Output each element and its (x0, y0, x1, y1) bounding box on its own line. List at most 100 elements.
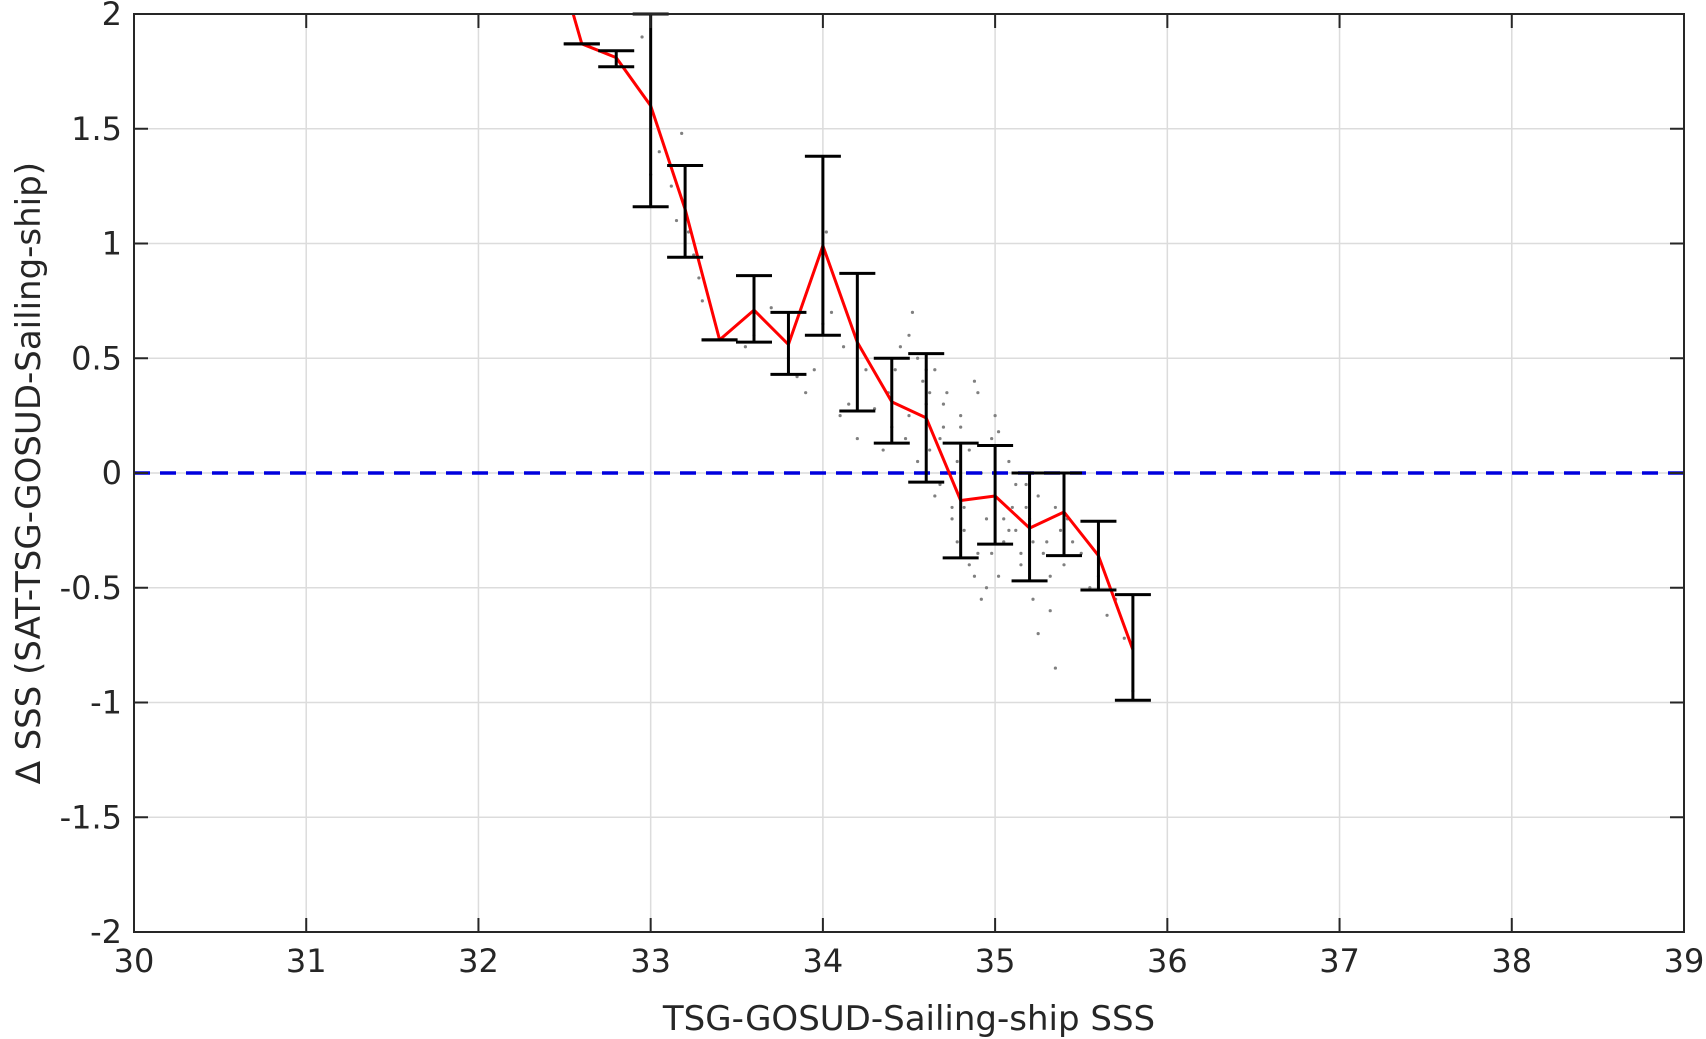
y-axis-ticks: -2 -1.5 -1 -0.5 0 0.5 1 1.5 2 (60, 0, 1684, 951)
scatter-point (928, 391, 932, 395)
x-tick-label: 32 (458, 942, 499, 980)
y-axis-label: ∆ SSS (SAT-TSG-GOSUD-Sailing-ship) (9, 162, 49, 785)
scatter-point (984, 517, 989, 521)
scatter-point (950, 517, 954, 521)
scatter-point (916, 459, 920, 464)
error-bar (839, 271, 876, 413)
scatter-point (1036, 494, 1040, 498)
error-bar (736, 274, 772, 344)
scatter-point (700, 299, 704, 303)
y-tick-label: 0 (102, 454, 122, 492)
error-bar (1080, 519, 1117, 592)
scatter-point (680, 131, 684, 135)
scatter-point (993, 414, 997, 418)
scatter-point (1010, 505, 1014, 510)
scatter-point (996, 430, 1001, 434)
x-axis-ticks: 30 31 32 33 34 35 36 37 38 39 (114, 14, 1705, 980)
y-tick-label: 1.5 (71, 110, 122, 148)
scatter-point (959, 425, 963, 429)
scatter-point (921, 379, 925, 383)
scatter-point (838, 414, 842, 418)
scatter-point (990, 436, 994, 441)
scatter-point (829, 310, 834, 314)
x-tick-label: 37 (1319, 942, 1360, 980)
scatter-point (990, 551, 994, 555)
scatter-point (1053, 666, 1057, 670)
scatter-point (1031, 597, 1035, 601)
scatter-point (898, 345, 902, 349)
error-bar (873, 356, 910, 445)
scatter-point (933, 368, 937, 372)
scatter-point (893, 368, 897, 372)
error-bar (942, 441, 979, 560)
y-tick-label: -1 (90, 684, 122, 722)
error-bar (667, 163, 704, 259)
scatter-point (996, 574, 1001, 578)
error-bar (770, 310, 807, 376)
y-tick-label: -0.5 (60, 569, 122, 607)
scatter-point (903, 436, 908, 441)
scatter-point (769, 306, 773, 310)
scatter-point (881, 448, 885, 452)
scatter-point (674, 218, 679, 223)
scatter-point (824, 230, 828, 234)
scatter-point (1041, 551, 1045, 555)
scatter-point (804, 391, 808, 395)
scatter-point (1019, 563, 1023, 567)
scatter-point (941, 425, 946, 429)
scatter-point (950, 505, 954, 510)
scatter-point (812, 368, 816, 372)
x-axis-label: TSG-GOSUD-Sailing-ship SSS (662, 999, 1155, 1039)
scatter-point (907, 333, 911, 337)
error-bar (977, 443, 1014, 546)
scatter-point (955, 459, 959, 464)
scatter-point (640, 35, 644, 39)
scatter-point (1105, 613, 1109, 617)
scatter-point (743, 345, 747, 349)
scatter-point (697, 276, 701, 280)
x-tick-label: 33 (630, 942, 671, 980)
scatter-point (1024, 482, 1028, 487)
scatter-point (1048, 574, 1052, 578)
scatter-point (1122, 636, 1126, 640)
scatter-point (1024, 505, 1028, 510)
error-bar (908, 352, 945, 484)
scatter-point (657, 150, 661, 154)
scatter-point (1048, 609, 1052, 613)
scatter-point (959, 414, 963, 418)
scatter-point (945, 391, 949, 395)
scatter-point (933, 494, 937, 498)
y-tick-label: -2 (90, 913, 122, 951)
scatter-point (976, 391, 980, 395)
y-tick-label: 1 (102, 225, 122, 263)
mean-line-series (571, 13, 1135, 651)
scatter-point (972, 379, 977, 383)
scatter-point (1062, 563, 1066, 567)
scatter-point (976, 551, 980, 555)
scatter-point (916, 356, 920, 360)
scatter-point (1071, 540, 1075, 544)
scatter-point (847, 402, 851, 406)
x-tick-label: 35 (975, 942, 1016, 980)
x-tick-label: 34 (803, 942, 844, 980)
x-tick-label: 38 (1491, 942, 1532, 980)
scatter-point (1053, 505, 1057, 510)
error-bar-series (563, 12, 1151, 702)
x-tick-label: 39 (1664, 942, 1705, 980)
scatter-point (967, 563, 971, 567)
scatter-point (1007, 459, 1011, 464)
scatter-point (1058, 528, 1063, 532)
error-bar (1046, 471, 1082, 558)
y-tick-label: 2 (102, 0, 122, 33)
scatter-point (841, 345, 846, 349)
scatter-point (907, 414, 911, 418)
y-tick-label: -1.5 (60, 798, 122, 836)
scatter-point (941, 402, 946, 406)
error-bar (598, 49, 635, 69)
scatter-point (686, 230, 691, 234)
scatter-point (1019, 551, 1023, 555)
scatter-point (1031, 540, 1035, 544)
error-bar (1114, 593, 1151, 702)
scatter-point (972, 574, 977, 578)
